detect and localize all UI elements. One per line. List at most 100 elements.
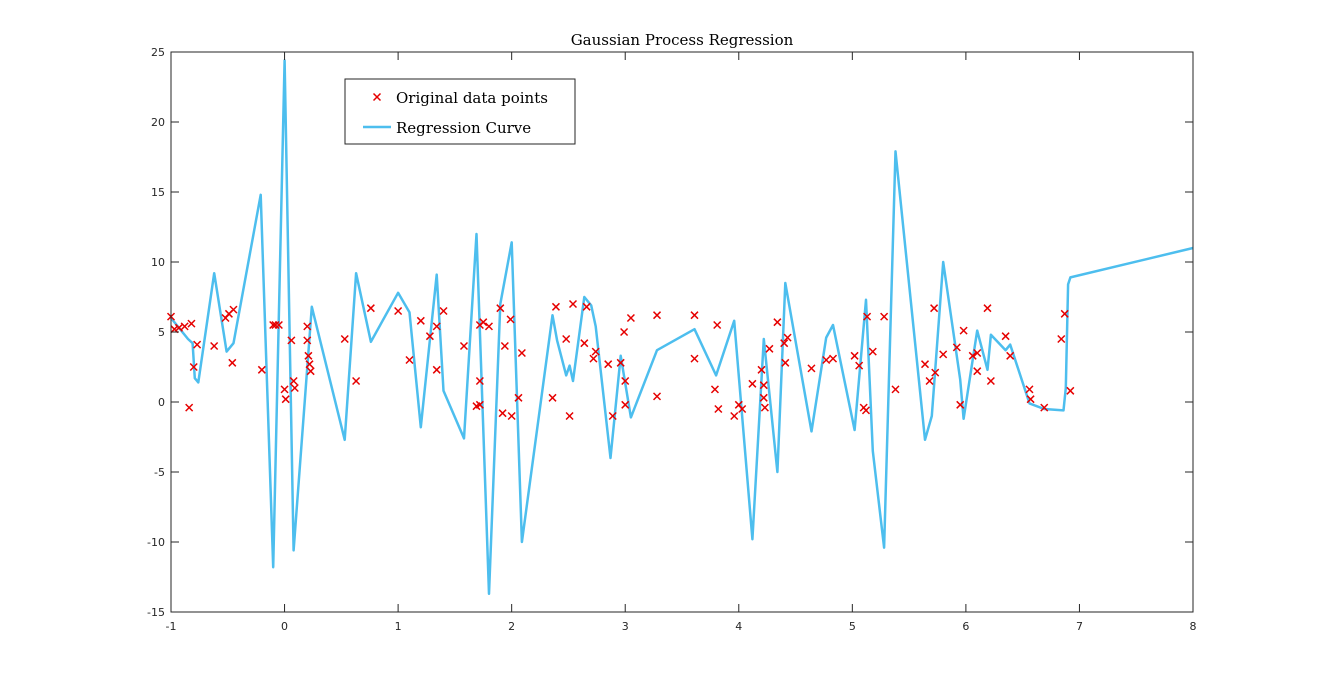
data-point-35 (432, 322, 441, 331)
x-tick-label-9: 8 (1190, 620, 1197, 633)
data-point-13 (257, 365, 266, 374)
data-point-82 (765, 344, 774, 353)
data-point-11 (228, 358, 237, 367)
data-point-108 (973, 348, 982, 358)
data-point-118 (1066, 386, 1075, 395)
data-point-71 (710, 385, 719, 394)
data-point-116 (1057, 334, 1066, 344)
data-point-110 (986, 376, 995, 386)
x-tick-label-8: 7 (1076, 620, 1083, 633)
data-point-39 (475, 400, 484, 409)
data-point-101 (931, 368, 940, 377)
data-point-43 (484, 322, 493, 331)
data-point-66 (626, 313, 635, 323)
data-point-40 (475, 376, 484, 386)
data-point-58 (589, 354, 598, 363)
data-point-77 (748, 379, 757, 388)
data-point-7 (193, 340, 202, 349)
data-point-6 (189, 362, 198, 372)
legend: Original data points Regression Curve (344, 78, 576, 145)
data-point-2 (174, 323, 183, 332)
data-point-3 (180, 322, 189, 331)
data-point-99 (925, 376, 934, 386)
data-point-24 (304, 351, 313, 360)
data-point-44 (496, 304, 505, 313)
data-point-29 (366, 304, 375, 313)
data-point-30 (394, 306, 403, 316)
x-tick-label-7: 6 (962, 620, 969, 633)
legend-x-marker-icon (372, 92, 382, 102)
legend-label-data-points: Original data points (396, 89, 548, 107)
data-point-48 (507, 411, 516, 421)
data-point-98 (920, 360, 930, 369)
data-point-60 (604, 360, 613, 369)
data-point-117 (1060, 309, 1069, 318)
data-point-103 (952, 343, 961, 352)
data-point-57 (582, 302, 591, 311)
legend-item-data-points: Original data points (372, 89, 548, 107)
data-point-105 (959, 326, 968, 335)
legend-box (344, 78, 576, 145)
data-point-73 (714, 404, 723, 414)
data-point-76 (738, 404, 747, 414)
data-point-62 (616, 358, 625, 367)
chart-title: Gaussian Process Regression (571, 31, 794, 49)
data-point-21 (290, 383, 299, 393)
data-point-88 (822, 355, 831, 365)
data-point-49 (514, 393, 523, 402)
data-point-63 (620, 327, 629, 337)
y-tick-label-1: -10 (147, 536, 165, 549)
data-point-28 (352, 376, 361, 386)
data-point-113 (1025, 385, 1034, 394)
data-point-5 (187, 319, 196, 328)
data-point-45 (498, 409, 507, 418)
x-tick-label-4: 3 (622, 620, 629, 633)
data-point-36 (439, 306, 448, 316)
y-tick-label-6: 15 (151, 186, 165, 199)
y-tick-label-0: -15 (147, 606, 165, 619)
data-point-34 (432, 365, 441, 374)
data-point-52 (551, 302, 560, 311)
data-point-70 (690, 354, 699, 363)
data-point-31 (405, 355, 414, 365)
data-point-19 (287, 336, 296, 345)
y-tick-label-8: 25 (151, 46, 165, 59)
data-point-87 (807, 364, 816, 373)
data-point-74 (730, 411, 739, 421)
data-point-22 (303, 322, 312, 331)
x-tick-label-0: -1 (166, 620, 177, 633)
data-point-107 (973, 367, 982, 376)
data-point-78 (757, 365, 766, 374)
legend-item-regression-curve: Regression Curve (363, 119, 531, 137)
x-tick-label-6: 5 (849, 620, 856, 633)
data-point-106 (968, 351, 977, 360)
data-point-46 (500, 341, 509, 351)
y-tick-label-7: 20 (151, 116, 165, 129)
data-point-80 (759, 393, 768, 402)
data-point-33 (425, 332, 434, 341)
y-tick-label-5: 10 (151, 256, 165, 269)
data-point-104 (956, 400, 965, 409)
legend-label-regression-curve: Regression Curve (396, 119, 531, 137)
y-tick-label-4: 5 (158, 326, 165, 339)
data-point-84 (780, 339, 789, 348)
data-point-90 (850, 351, 859, 360)
data-point-112 (1006, 351, 1015, 360)
x-tick-label-2: 1 (395, 620, 402, 633)
data-point-67 (652, 311, 662, 320)
data-point-27 (340, 334, 349, 344)
regression-curve-line (170, 59, 1194, 596)
data-point-102 (939, 350, 948, 359)
x-tick-label-5: 4 (735, 620, 742, 633)
data-point-65 (621, 376, 630, 386)
data-point-16 (274, 320, 283, 330)
data-point-94 (863, 312, 872, 321)
data-point-20 (289, 376, 298, 386)
series-layer (166, 59, 1194, 596)
data-point-114 (1026, 395, 1035, 404)
data-point-72 (713, 320, 722, 330)
data-point-32 (416, 316, 425, 325)
data-point-15 (271, 320, 280, 330)
data-point-23 (303, 336, 312, 345)
